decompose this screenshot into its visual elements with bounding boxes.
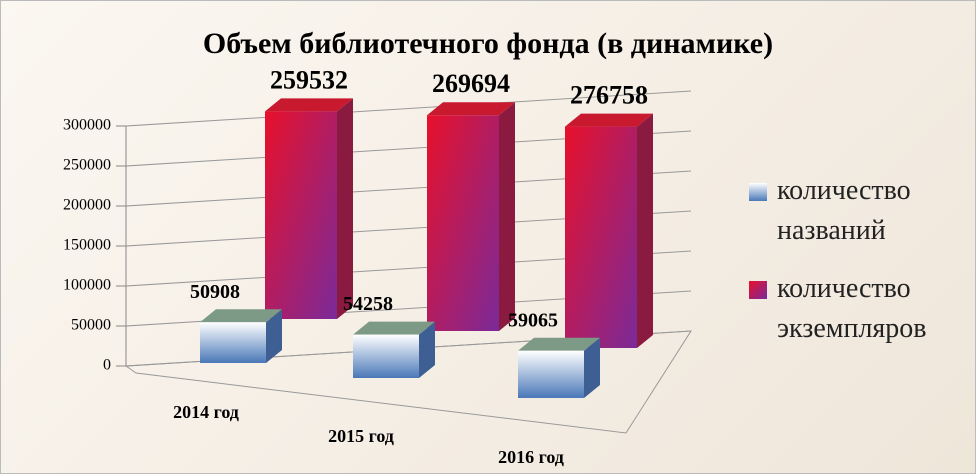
bar <box>200 322 266 363</box>
bar-side <box>637 113 653 348</box>
bar <box>353 334 419 378</box>
data-label: 269694 <box>432 69 510 98</box>
bar <box>265 111 337 320</box>
bar <box>565 126 637 348</box>
bar-side <box>337 98 353 320</box>
y-tick-label: 250000 <box>63 157 111 174</box>
x-tick-label: 2015 год <box>328 426 394 446</box>
bar-side <box>266 309 282 363</box>
y-tick-label: 50000 <box>71 317 111 334</box>
legend-item: количество экземпляров <box>749 269 949 349</box>
bar-side <box>584 337 600 398</box>
legend-item: количество названий <box>749 171 949 251</box>
bar-top <box>427 102 515 116</box>
data-label: 50908 <box>190 281 240 303</box>
data-label: 276758 <box>570 81 648 110</box>
y-tick-label: 150000 <box>63 237 111 254</box>
legend-swatch <box>749 281 767 299</box>
bar-side <box>419 321 435 378</box>
y-tick-label: 0 <box>103 357 111 374</box>
bar-top <box>200 309 282 323</box>
bar-top <box>565 113 653 127</box>
y-tick-label: 300000 <box>63 117 111 134</box>
y-tick-label: 200000 <box>63 197 111 214</box>
legend-label: количество названий <box>777 175 911 246</box>
data-label: 259532 <box>270 65 348 94</box>
bar-top <box>265 98 353 112</box>
bar-top <box>353 321 435 335</box>
y-tick-label: 100000 <box>63 277 111 294</box>
x-tick-label: 2016 год <box>498 447 564 467</box>
bar-top <box>518 337 600 351</box>
bar-side <box>499 102 515 331</box>
grid-line <box>125 90 692 127</box>
chart-title: Объем библиотечного фонда (в динамике) <box>203 27 773 60</box>
legend-swatch <box>749 183 767 201</box>
data-label: 59065 <box>508 309 558 331</box>
x-tick-label: 2014 год <box>173 402 239 422</box>
bar <box>518 350 584 398</box>
bar <box>427 115 499 331</box>
legend-label: количество экземпляров <box>777 273 927 344</box>
data-label: 54258 <box>343 293 393 315</box>
